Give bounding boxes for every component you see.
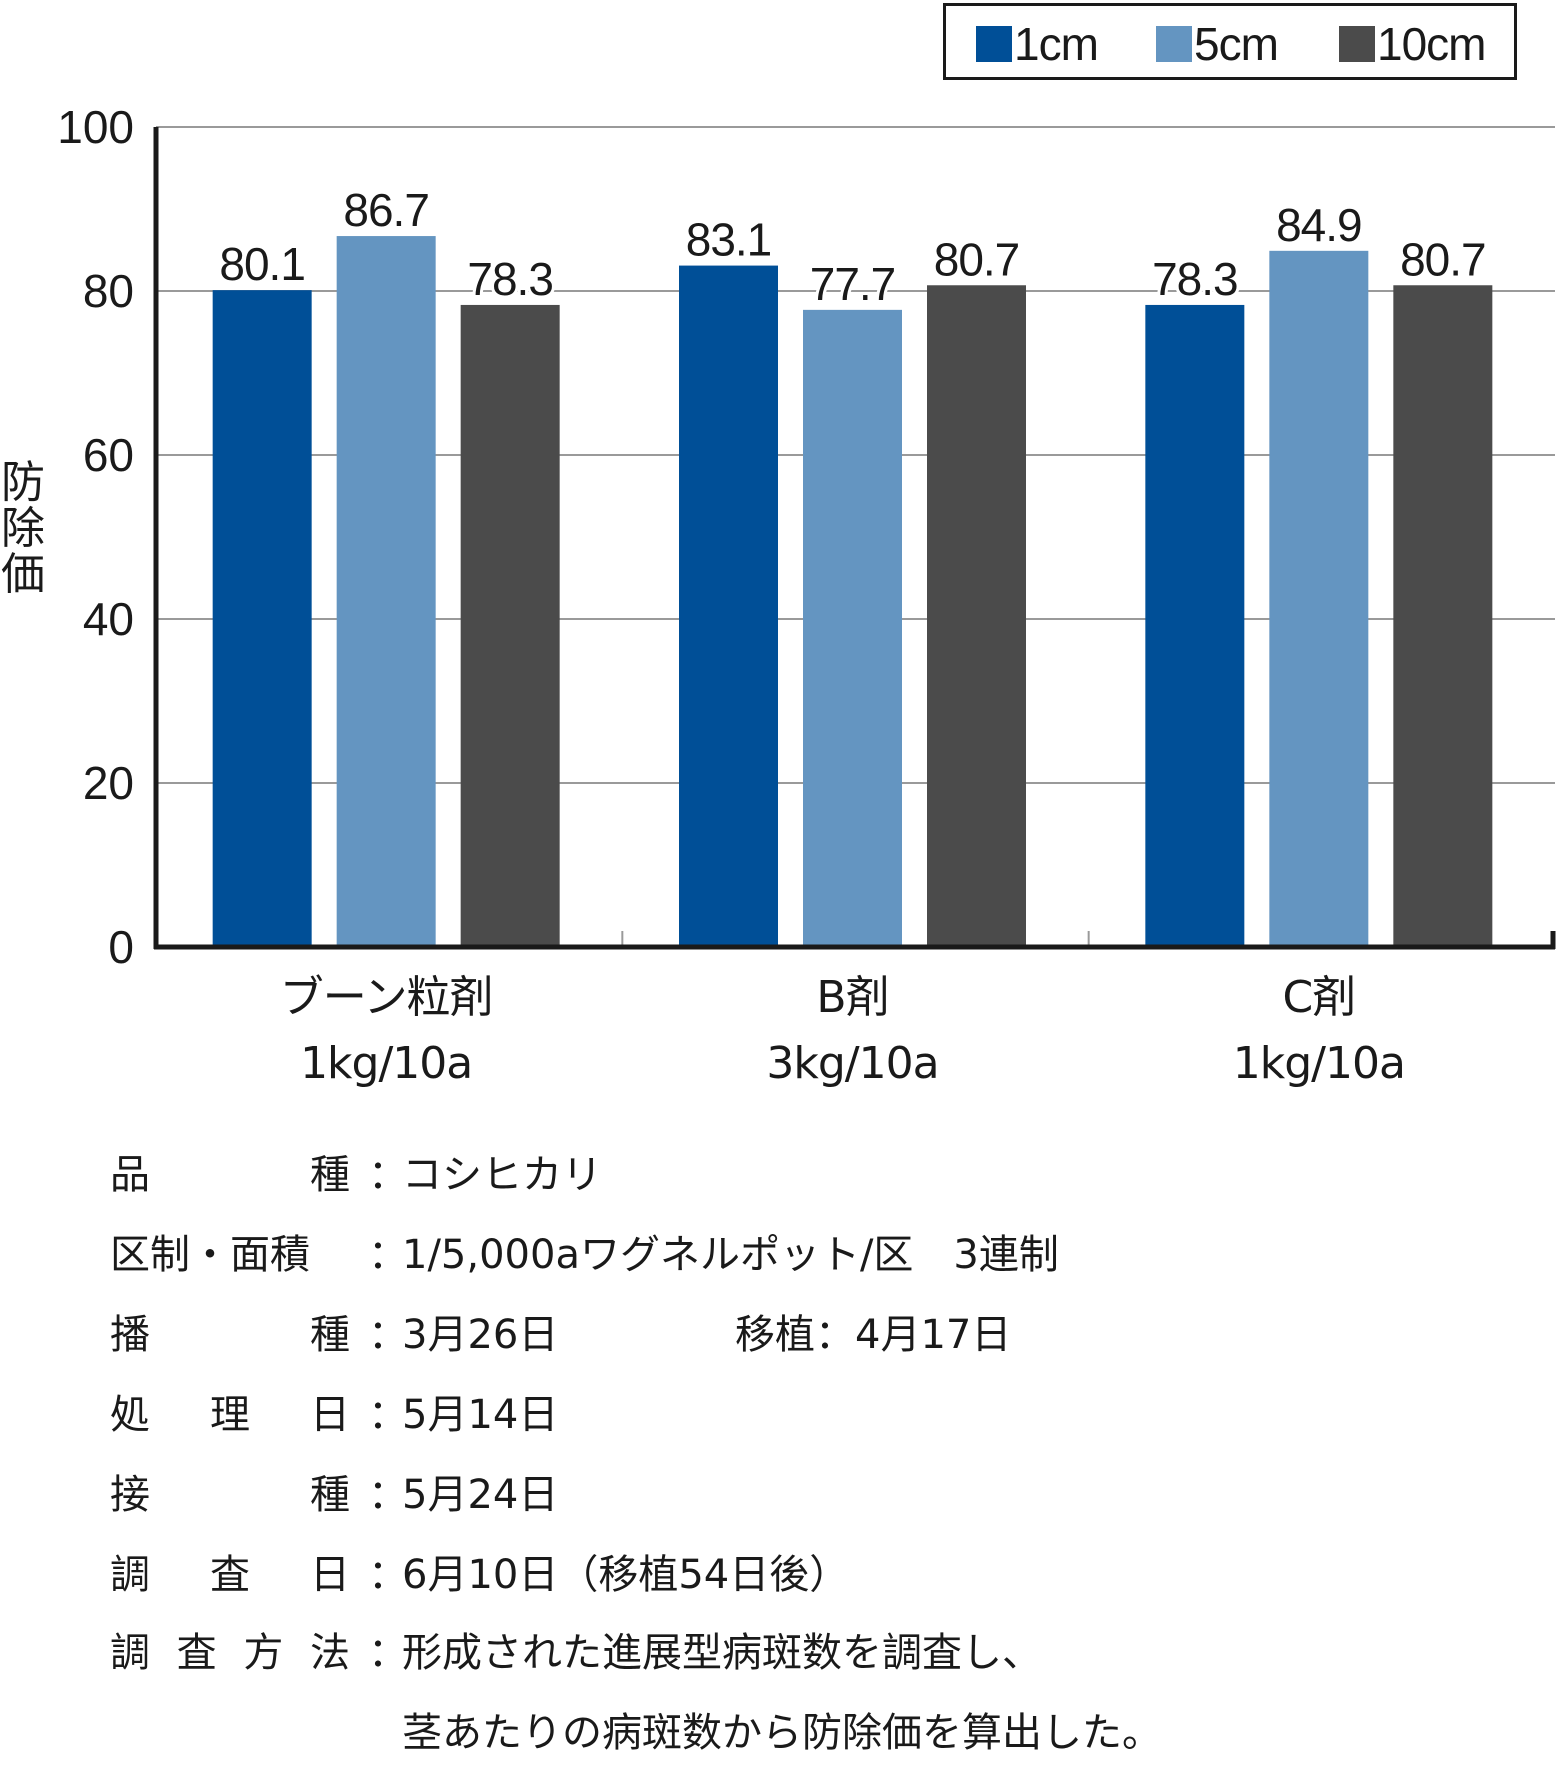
note-key: 調査方法 — [110, 1630, 350, 1676]
data-label: 80.1 — [219, 238, 305, 290]
note-value: 5月24日 — [402, 1472, 559, 1518]
note-colon: ： — [368, 1232, 408, 1278]
legend-label-1cm: 1cm — [1014, 18, 1099, 70]
note-key: 区制・面積 — [110, 1232, 310, 1278]
note-value: 形成された進展型病斑数を調査し、 — [402, 1630, 1042, 1676]
y-tick-label: 0 — [108, 921, 134, 973]
bar-chart: 0 20 40 60 80 100 ブーン粒剤 1kg/10a B剤 3kg/10a C剤 1kg/… — [57, 101, 1556, 1089]
note-value: 5月14日 — [402, 1392, 559, 1438]
note-key: 品種 — [110, 1152, 350, 1198]
legend-item-1cm: 1cm — [976, 18, 1099, 70]
legend-swatch-1cm — [976, 26, 1012, 62]
bar-1cm-1 — [679, 265, 778, 948]
note-value: コシヒカリ — [402, 1152, 602, 1198]
y-tick-label: 40 — [83, 593, 134, 645]
legend-item-5cm: 5cm — [1156, 18, 1279, 70]
data-label: 84.9 — [1276, 199, 1362, 251]
note-colon: ： — [368, 1152, 408, 1198]
bar-5cm-1 — [803, 309, 902, 947]
x-category-label: 1kg/10a — [300, 1038, 472, 1089]
legend-swatch-10cm — [1339, 26, 1375, 62]
data-label: 80.7 — [1400, 233, 1486, 285]
note-colon: ： — [368, 1312, 408, 1358]
x-category-label: 1kg/10a — [1233, 1038, 1405, 1089]
note-value: 3月26日 — [402, 1312, 559, 1358]
y-axis-label: 防除価 — [0, 460, 46, 598]
y-tick-label: 80 — [83, 265, 134, 317]
value-labels: 80.1 86.7 78.3 83.1 77.7 80.7 78.3 84.9 80.7 — [216, 181, 1489, 313]
note-key: 接種 — [110, 1472, 350, 1518]
x-category-label: C剤 — [1282, 972, 1355, 1023]
note-key: 播種 — [110, 1312, 350, 1358]
note-colon: ： — [368, 1392, 408, 1438]
legend: 1cm 5cm 10cm — [943, 3, 1517, 80]
data-label: 83.1 — [686, 214, 772, 266]
y-axis-label-char: 価 — [1, 549, 45, 600]
x-category-label: B剤 — [816, 972, 888, 1023]
legend-label-10cm: 10cm — [1377, 18, 1486, 70]
bar-group — [212, 236, 1493, 948]
note-value: 1/5,000aワグネルポット/区 3連制 — [402, 1232, 1059, 1278]
note-value: 茎あたりの病斑数から防除価を算出した。 — [402, 1710, 1162, 1756]
legend-item-10cm: 10cm — [1339, 18, 1486, 70]
bar-1cm-2 — [1145, 304, 1245, 947]
bar-5cm-2 — [1269, 250, 1369, 947]
data-label: 77.7 — [810, 258, 896, 310]
bar-10cm-2 — [1393, 285, 1493, 947]
bar-10cm-0 — [460, 304, 560, 947]
data-label: 78.3 — [1152, 253, 1238, 305]
legend-label-5cm: 5cm — [1194, 18, 1279, 70]
y-tick-label: 60 — [83, 429, 134, 481]
y-axis-label-char: 除 — [1, 503, 45, 554]
data-label: 86.7 — [343, 184, 429, 236]
legend-swatch-5cm — [1156, 26, 1192, 62]
note-value: 6月10日（移植54日後） — [402, 1552, 850, 1598]
note-key: 調査日 — [110, 1552, 350, 1598]
bar-10cm-1 — [927, 285, 1026, 947]
note-colon: ： — [368, 1552, 408, 1598]
y-tick-labels: 0 20 40 60 80 100 — [57, 101, 134, 973]
x-category-labels: ブーン粒剤 1kg/10a B剤 3kg/10a C剤 1kg/10a — [280, 972, 1406, 1089]
x-category-label: ブーン粒剤 — [280, 972, 493, 1023]
bar-5cm-0 — [336, 236, 436, 947]
axes — [153, 127, 1556, 950]
note-colon: ： — [368, 1472, 408, 1518]
y-tick-label: 20 — [83, 757, 134, 809]
data-label: 80.7 — [934, 233, 1020, 285]
data-label: 78.3 — [467, 253, 553, 305]
y-tick-label: 100 — [57, 101, 134, 153]
bar-1cm-0 — [212, 290, 312, 947]
note-key: 処理日 — [110, 1392, 350, 1438]
y-axis-label-char: 防 — [1, 457, 45, 508]
note-colon: ： — [368, 1630, 408, 1676]
note-extra: 移植：4月17日 — [735, 1312, 1012, 1358]
x-category-label: 3kg/10a — [766, 1038, 938, 1089]
